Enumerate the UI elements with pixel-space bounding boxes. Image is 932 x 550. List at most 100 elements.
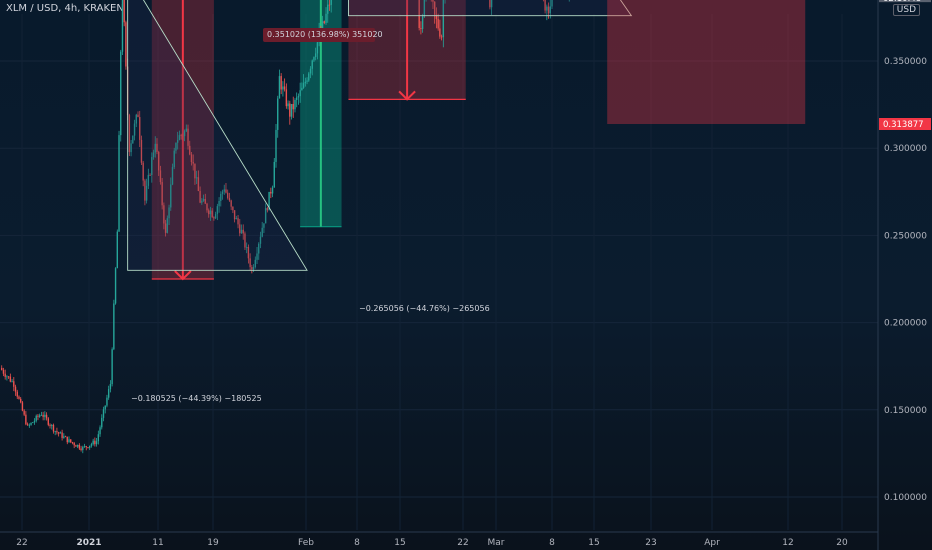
candle-body: [63, 436, 65, 438]
candle-body: [178, 135, 181, 140]
position-loss-zone: [607, 0, 806, 124]
x-tick-label: Feb: [298, 538, 314, 548]
symbol-title: XLM / USD, 4h, KRAKEN: [6, 3, 124, 14]
candle-body: [183, 131, 186, 137]
candle-body: [149, 174, 151, 176]
candle-body: [109, 384, 112, 390]
candle-body: [64, 436, 67, 438]
candle-body: [308, 73, 310, 81]
candle-body: [239, 224, 241, 234]
candle-body: [439, 28, 441, 37]
candle-body: [4, 373, 6, 377]
candle-body: [204, 198, 206, 204]
candle-body: [101, 417, 103, 428]
candle-body: [189, 145, 191, 155]
candle-body: [59, 432, 62, 434]
candle-body: [309, 68, 312, 74]
candle-body: [442, 0, 445, 38]
candle-body: [290, 103, 293, 117]
candle-body: [13, 381, 15, 387]
candle-body: [237, 218, 239, 225]
candle-body: [254, 259, 256, 268]
candle-body: [61, 432, 63, 438]
candle-body: [209, 210, 212, 215]
candle-body: [195, 177, 198, 179]
candle-body: [113, 303, 115, 350]
candle-body: [261, 227, 263, 237]
candle-body: [137, 114, 139, 118]
candle-body: [87, 447, 89, 448]
candle-body: [33, 420, 36, 423]
candle-body: [83, 446, 86, 447]
candle-body: [306, 80, 308, 82]
candle-body: [435, 14, 438, 19]
candle-body: [263, 223, 265, 228]
candle-body: [549, 6, 551, 14]
candle-body: [1, 367, 3, 370]
candle-body: [32, 422, 34, 424]
candle-body: [56, 431, 58, 433]
candle-body: [170, 184, 172, 208]
candle-body: [230, 200, 232, 207]
candle-body: [256, 253, 258, 260]
candle-body: [197, 177, 200, 191]
candle-body: [221, 191, 224, 194]
measurement-label: −0.265056 (−44.76%) −265056: [359, 304, 490, 313]
measurement-arrowhead: [398, 90, 416, 101]
candle-body: [163, 205, 165, 224]
candle-body: [211, 210, 213, 218]
candle-body: [37, 415, 39, 417]
candle-body: [296, 97, 298, 100]
candle-body: [270, 191, 272, 194]
candle-body: [302, 83, 305, 88]
candle-body: [73, 443, 75, 446]
candle-body: [304, 81, 307, 84]
candle-body: [423, 0, 426, 17]
x-tick-label: Apr: [704, 538, 720, 548]
candle-body: [35, 415, 37, 421]
candle-body: [130, 143, 132, 153]
y-tick-label: 0.200000: [884, 319, 927, 329]
candle-body: [190, 154, 193, 163]
candle-body: [104, 405, 106, 410]
x-tick-label: 8: [549, 538, 555, 548]
candle-body: [20, 398, 22, 403]
candle-body: [251, 267, 253, 270]
candle-body: [271, 187, 274, 194]
candle-body: [418, 0, 420, 29]
candle-body: [266, 208, 269, 211]
candle-body: [16, 391, 18, 397]
candle-body: [176, 139, 179, 143]
candle-body: [18, 396, 20, 399]
measurement-label-bg: [263, 28, 375, 42]
candle-body: [121, 0, 124, 52]
last-price-tag: 02:10:48: [883, 0, 921, 4]
candle-body: [40, 414, 43, 416]
candle-body: [2, 369, 5, 374]
candle-body: [273, 161, 275, 188]
stop-price-tag: 0.313877: [883, 120, 924, 130]
candle-body: [147, 174, 150, 186]
candle-body: [225, 189, 227, 193]
candle-body: [102, 409, 105, 418]
candle-body: [216, 206, 219, 215]
candle-body: [301, 87, 303, 91]
candle-body: [51, 424, 53, 426]
candle-body: [85, 446, 87, 448]
x-tick-label: 15: [588, 538, 599, 548]
candle-body: [171, 167, 174, 185]
candle-body: [546, 6, 548, 11]
candle-body: [21, 402, 24, 411]
candle-body: [223, 189, 225, 192]
candle-body: [94, 440, 96, 445]
candle-body: [227, 192, 229, 198]
currency-label[interactable]: USD: [892, 4, 920, 16]
candle-body: [285, 89, 288, 107]
candle-body: [289, 103, 291, 117]
candle-body: [71, 442, 74, 444]
candle-body: [258, 243, 260, 254]
y-tick-label: 0.300000: [884, 144, 927, 154]
candle-body: [330, 0, 332, 5]
